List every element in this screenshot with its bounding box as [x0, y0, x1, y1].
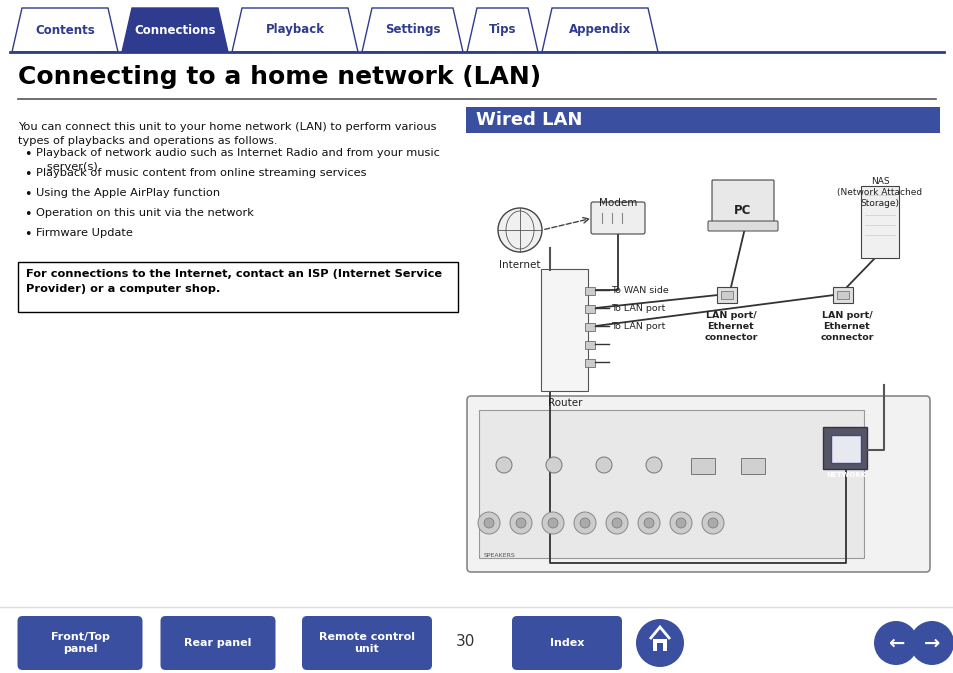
FancyBboxPatch shape	[465, 107, 939, 133]
Circle shape	[510, 512, 532, 534]
FancyBboxPatch shape	[467, 396, 929, 572]
Circle shape	[547, 518, 558, 528]
FancyBboxPatch shape	[302, 616, 432, 670]
Text: NAS
(Network Attached
Storage): NAS (Network Attached Storage)	[837, 177, 922, 208]
Circle shape	[638, 512, 659, 534]
Text: Connections: Connections	[134, 24, 215, 36]
FancyBboxPatch shape	[720, 291, 732, 299]
FancyBboxPatch shape	[707, 221, 778, 231]
Text: Rear panel: Rear panel	[184, 638, 252, 648]
Circle shape	[596, 457, 612, 473]
FancyBboxPatch shape	[822, 427, 866, 469]
Text: NETWORK: NETWORK	[825, 472, 865, 478]
Text: To WAN side: To WAN side	[611, 287, 669, 295]
FancyBboxPatch shape	[590, 202, 644, 234]
FancyBboxPatch shape	[512, 616, 621, 670]
Text: LAN port/
Ethernet
connector: LAN port/ Ethernet connector	[703, 311, 757, 342]
Circle shape	[605, 512, 627, 534]
FancyBboxPatch shape	[832, 287, 852, 303]
FancyBboxPatch shape	[18, 262, 457, 312]
Text: You can connect this unit to your home network (LAN) to perform various
types of: You can connect this unit to your home n…	[18, 122, 436, 147]
Circle shape	[645, 457, 661, 473]
Text: Tips: Tips	[488, 24, 516, 36]
FancyBboxPatch shape	[478, 410, 863, 558]
Circle shape	[516, 518, 525, 528]
Polygon shape	[361, 8, 462, 52]
Circle shape	[909, 621, 953, 665]
Polygon shape	[467, 8, 537, 52]
FancyBboxPatch shape	[585, 287, 595, 295]
Text: Playback: Playback	[265, 24, 324, 36]
Circle shape	[579, 518, 589, 528]
Text: Front/Top
panel: Front/Top panel	[51, 631, 110, 654]
FancyBboxPatch shape	[690, 458, 714, 474]
FancyBboxPatch shape	[585, 359, 595, 367]
Text: Appendix: Appendix	[568, 24, 631, 36]
FancyBboxPatch shape	[740, 458, 764, 474]
Text: ←: ←	[887, 633, 903, 653]
Text: Remote control
unit: Remote control unit	[318, 631, 415, 654]
Text: •: •	[24, 168, 31, 181]
Text: 30: 30	[456, 633, 476, 649]
FancyBboxPatch shape	[585, 305, 595, 313]
Text: Router: Router	[547, 398, 581, 408]
Text: Operation on this unit via the network: Operation on this unit via the network	[36, 208, 253, 218]
Text: Index: Index	[549, 638, 583, 648]
Text: Connecting to a home network (LAN): Connecting to a home network (LAN)	[18, 65, 540, 89]
Text: •: •	[24, 188, 31, 201]
Circle shape	[676, 518, 685, 528]
Circle shape	[612, 518, 621, 528]
FancyBboxPatch shape	[657, 643, 662, 651]
Polygon shape	[12, 8, 118, 52]
Text: PC: PC	[734, 204, 751, 217]
Text: Firmware Update: Firmware Update	[36, 228, 132, 238]
Circle shape	[701, 512, 723, 534]
Text: Playback of music content from online streaming services: Playback of music content from online st…	[36, 168, 366, 178]
Text: To LAN port: To LAN port	[611, 322, 665, 332]
Circle shape	[669, 512, 691, 534]
Circle shape	[643, 518, 654, 528]
Text: Provider) or a computer shop.: Provider) or a computer shop.	[26, 284, 220, 294]
Text: •: •	[24, 148, 31, 161]
FancyBboxPatch shape	[585, 323, 595, 331]
Polygon shape	[232, 8, 357, 52]
Text: Contents: Contents	[35, 24, 94, 36]
Text: SPEAKERS: SPEAKERS	[483, 553, 516, 558]
Circle shape	[636, 619, 683, 667]
FancyBboxPatch shape	[17, 616, 142, 670]
FancyBboxPatch shape	[717, 287, 737, 303]
Circle shape	[496, 457, 512, 473]
FancyBboxPatch shape	[836, 291, 848, 299]
Polygon shape	[541, 8, 658, 52]
Text: •: •	[24, 208, 31, 221]
FancyBboxPatch shape	[861, 186, 898, 258]
Text: Playback of network audio such as Internet Radio and from your music
   server(s: Playback of network audio such as Intern…	[36, 148, 439, 172]
Text: →: →	[923, 633, 940, 653]
FancyBboxPatch shape	[585, 341, 595, 349]
Circle shape	[497, 208, 541, 252]
FancyBboxPatch shape	[160, 616, 275, 670]
FancyBboxPatch shape	[830, 435, 861, 463]
Circle shape	[545, 457, 561, 473]
Circle shape	[707, 518, 718, 528]
Text: Using the Apple AirPlay function: Using the Apple AirPlay function	[36, 188, 220, 198]
Circle shape	[483, 518, 494, 528]
Text: Internet: Internet	[498, 260, 540, 270]
Text: •: •	[24, 228, 31, 241]
Text: For connections to the Internet, contact an ISP (Internet Service: For connections to the Internet, contact…	[26, 269, 441, 279]
Polygon shape	[122, 8, 228, 52]
FancyBboxPatch shape	[711, 180, 773, 224]
Text: Modem: Modem	[598, 198, 637, 208]
FancyBboxPatch shape	[652, 639, 666, 651]
Circle shape	[574, 512, 596, 534]
Circle shape	[873, 621, 917, 665]
Text: LAN port/
Ethernet
connector: LAN port/ Ethernet connector	[820, 311, 873, 342]
FancyBboxPatch shape	[541, 269, 588, 391]
Text: Wired LAN: Wired LAN	[476, 111, 581, 129]
Text: Settings: Settings	[384, 24, 439, 36]
Text: To LAN port: To LAN port	[611, 304, 665, 314]
Circle shape	[541, 512, 563, 534]
Circle shape	[477, 512, 499, 534]
